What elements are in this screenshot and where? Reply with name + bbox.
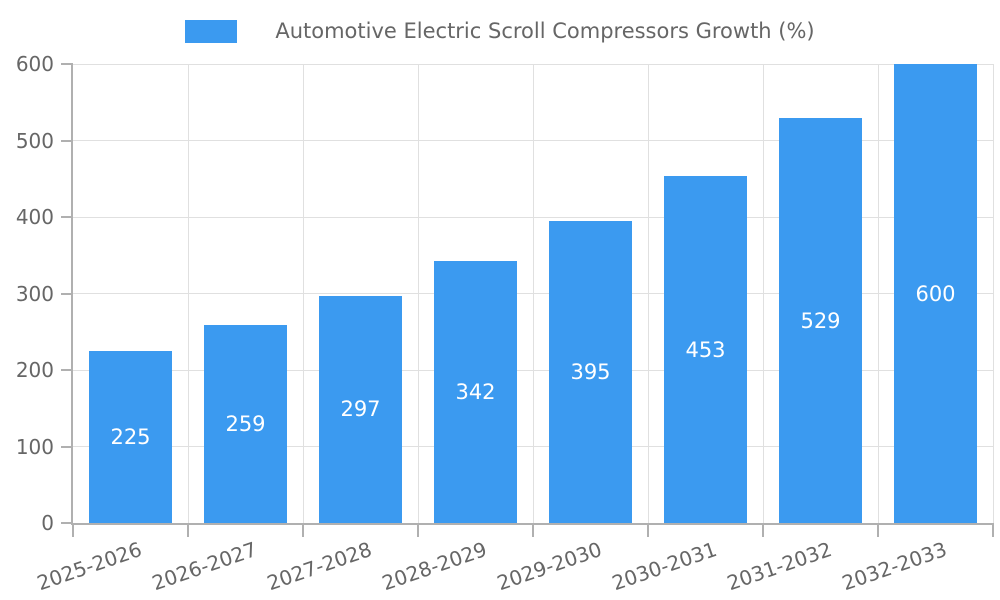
- x-axis-tick-label: 2029-2030: [494, 537, 606, 596]
- x-axis-tick-label: 2026-2027: [149, 537, 261, 596]
- bar[interactable]: [319, 295, 402, 523]
- bar-value-label: 395: [570, 359, 611, 384]
- x-axis-tick: [302, 523, 304, 537]
- y-axis-tick-label: 600: [15, 52, 54, 76]
- bar-value-label: 342: [455, 380, 496, 405]
- x-axis-tick: [877, 523, 879, 537]
- bar-value-label: 453: [685, 337, 726, 362]
- bar[interactable]: [779, 118, 862, 523]
- y-axis-tick: [61, 63, 73, 65]
- bar[interactable]: [89, 350, 172, 523]
- x-axis-tick: [72, 523, 74, 537]
- y-axis-tick-label: 200: [15, 358, 54, 382]
- bar-value-label: 225: [110, 424, 151, 449]
- bar-value-label: 297: [340, 397, 381, 422]
- x-gridline: [187, 64, 189, 523]
- x-axis-tick: [762, 523, 764, 537]
- legend-label: Automotive Electric Scroll Compressors G…: [275, 19, 815, 43]
- y-axis-tick: [61, 292, 73, 295]
- x-gridline: [762, 64, 764, 523]
- x-axis-tick-label: 2032-2033: [839, 537, 951, 596]
- y-axis-line: [71, 64, 73, 525]
- bar[interactable]: [664, 176, 747, 523]
- x-gridline: [532, 64, 534, 523]
- bar[interactable]: [549, 220, 632, 523]
- x-axis-tick: [187, 523, 189, 537]
- x-axis-tick: [647, 523, 649, 537]
- x-gridline: [302, 64, 304, 523]
- bar[interactable]: [894, 64, 977, 523]
- y-axis-tick: [61, 445, 73, 448]
- x-axis-tick: [992, 523, 994, 537]
- x-axis-tick: [532, 523, 534, 537]
- x-axis-tick-label: 2028-2029: [379, 537, 491, 596]
- bar-value-label: 529: [800, 308, 841, 333]
- x-axis-tick-label: 2030-2031: [609, 537, 721, 596]
- y-axis-tick-label: 0: [41, 511, 54, 535]
- y-axis-tick-label: 300: [15, 281, 54, 306]
- x-axis-tick: [417, 523, 419, 537]
- y-axis-tick: [61, 369, 73, 371]
- bar[interactable]: [204, 324, 287, 523]
- y-axis-tick: [61, 216, 73, 218]
- x-axis-line: [71, 523, 993, 525]
- x-axis-tick-label: 2025-2026: [34, 537, 146, 596]
- y-axis-tick: [61, 522, 73, 524]
- x-gridline: [877, 64, 879, 523]
- bar[interactable]: [434, 261, 517, 523]
- y-axis-tick-label: 500: [15, 128, 54, 153]
- y-axis-tick-label: 100: [15, 434, 54, 459]
- bar-value-label: 259: [225, 411, 266, 436]
- x-gridline: [417, 64, 419, 523]
- y-axis-tick-label: 400: [15, 205, 54, 229]
- x-gridline: [992, 64, 994, 523]
- y-axis-tick: [61, 139, 73, 142]
- legend-swatch-icon: [185, 19, 238, 43]
- x-axis-tick-label: 2031-2032: [724, 537, 836, 596]
- x-gridline: [647, 64, 649, 523]
- bar-value-label: 600: [915, 281, 956, 306]
- chart-legend[interactable]: Automotive Electric Scroll Compressors G…: [0, 17, 1000, 45]
- x-axis-tick-label: 2027-2028: [264, 537, 376, 596]
